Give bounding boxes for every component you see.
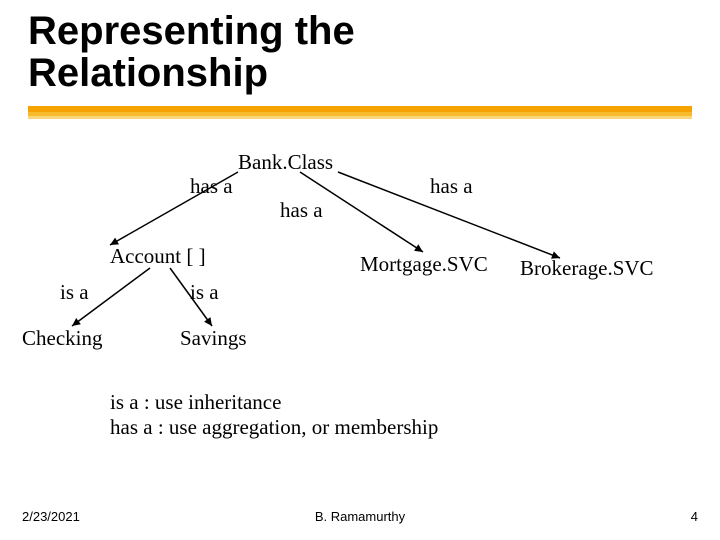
slide: { "title": { "text": "Representing the\n…	[0, 0, 720, 540]
label-is-a-right: is a	[190, 280, 219, 305]
legend-text: is a : use inheritance has a : use aggre…	[110, 390, 438, 440]
footer-page: 4	[691, 509, 698, 524]
underline-band	[28, 116, 692, 119]
label-is-a-left: is a	[60, 280, 89, 305]
node-savings: Savings	[180, 326, 247, 351]
footer-author: B. Ramamurthy	[0, 509, 720, 524]
label-has-a-left: has a	[190, 174, 233, 199]
node-brokerage-svc: Brokerage.SVC	[520, 256, 654, 281]
node-mortgage-svc: Mortgage.SVC	[360, 252, 488, 277]
node-bank-class: Bank.Class	[238, 150, 333, 175]
slide-title: Representing the Relationship	[28, 10, 355, 94]
node-account: Account [ ]	[110, 244, 206, 269]
label-has-a-middle: has a	[280, 198, 323, 223]
node-checking: Checking	[22, 326, 102, 351]
label-has-a-right: has a	[430, 174, 473, 199]
